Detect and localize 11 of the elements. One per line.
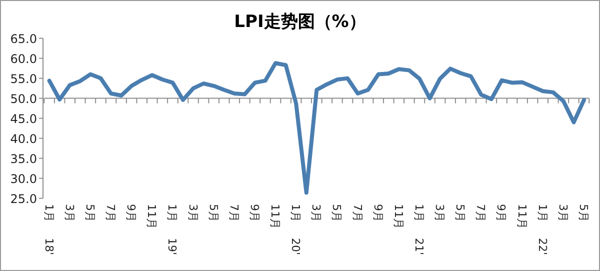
y-tick-label: 65.0 xyxy=(10,32,37,46)
y-tick-label: 30.0 xyxy=(10,172,37,186)
y-tick-label: 45.0 xyxy=(10,112,37,126)
y-tick-label: 40.0 xyxy=(10,132,37,146)
chart-title: LPI走势图（%） xyxy=(234,12,366,32)
y-tick-label: 25.0 xyxy=(10,192,37,206)
y-tick-label: 35.0 xyxy=(10,152,37,166)
line-series xyxy=(47,61,586,195)
y-tick-label: 50.0 xyxy=(10,92,37,106)
y-tick-label: 60.0 xyxy=(10,52,37,66)
y-tick-label: 55.0 xyxy=(10,72,37,86)
